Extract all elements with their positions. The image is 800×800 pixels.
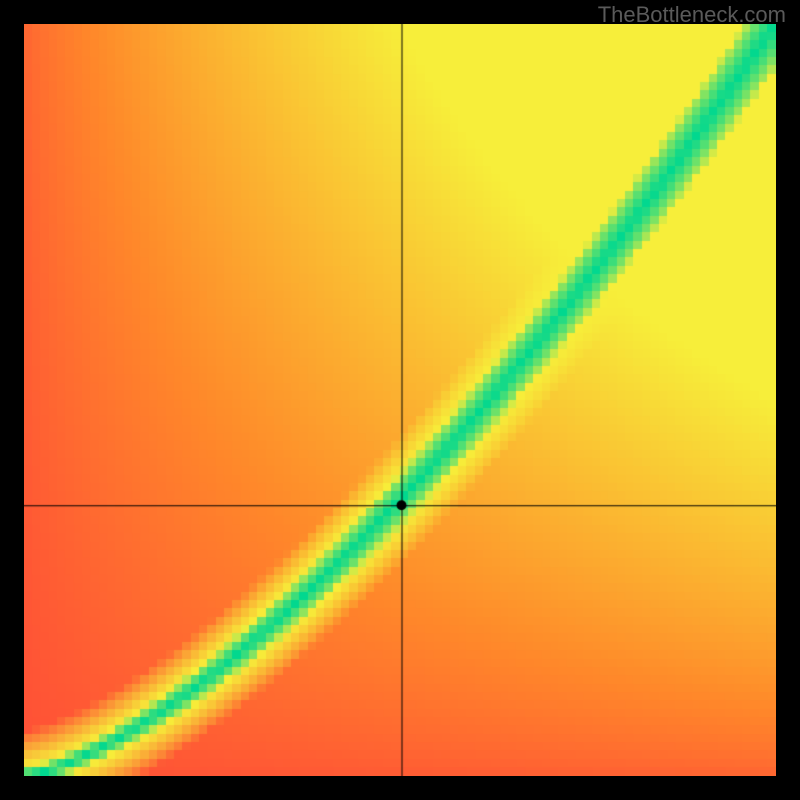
watermark-text: TheBottleneck.com	[598, 2, 786, 28]
chart-container: TheBottleneck.com	[0, 0, 800, 800]
bottleneck-heatmap	[24, 24, 776, 776]
